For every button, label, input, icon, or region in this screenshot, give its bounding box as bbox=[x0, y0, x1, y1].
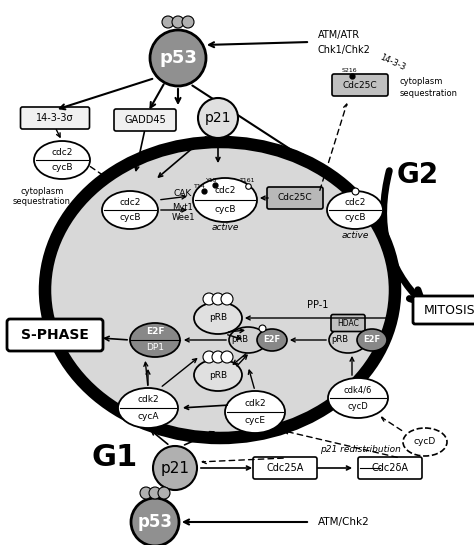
FancyBboxPatch shape bbox=[332, 74, 388, 96]
Circle shape bbox=[158, 487, 170, 499]
Text: S-PHASE: S-PHASE bbox=[21, 328, 89, 342]
Text: T14: T14 bbox=[194, 184, 206, 189]
Text: pRB: pRB bbox=[231, 336, 248, 344]
Ellipse shape bbox=[327, 191, 383, 229]
Text: cdc2: cdc2 bbox=[51, 148, 73, 156]
Ellipse shape bbox=[130, 323, 180, 357]
Circle shape bbox=[172, 16, 184, 28]
Circle shape bbox=[221, 351, 233, 363]
Text: G2: G2 bbox=[397, 161, 439, 189]
Text: GADD45: GADD45 bbox=[124, 115, 166, 125]
Ellipse shape bbox=[229, 327, 267, 353]
Text: ATM/Chk2: ATM/Chk2 bbox=[318, 517, 370, 527]
Text: S216: S216 bbox=[341, 68, 357, 72]
Text: sequestration: sequestration bbox=[400, 89, 458, 99]
Text: pRB: pRB bbox=[331, 336, 348, 344]
FancyBboxPatch shape bbox=[331, 314, 365, 331]
Text: cdk2: cdk2 bbox=[244, 399, 266, 408]
Text: 14-3-3σ: 14-3-3σ bbox=[36, 113, 74, 123]
Text: DP1: DP1 bbox=[146, 343, 164, 353]
Text: cycB: cycB bbox=[214, 205, 236, 214]
Text: cdc2: cdc2 bbox=[344, 197, 365, 207]
Text: Chk1/Chk2: Chk1/Chk2 bbox=[318, 45, 371, 55]
Text: active: active bbox=[341, 232, 369, 240]
Circle shape bbox=[203, 351, 215, 363]
Circle shape bbox=[131, 498, 179, 545]
Text: cdc2: cdc2 bbox=[214, 186, 236, 195]
Text: cycD: cycD bbox=[347, 402, 368, 411]
FancyBboxPatch shape bbox=[20, 107, 90, 129]
FancyBboxPatch shape bbox=[413, 296, 474, 324]
Text: p21: p21 bbox=[161, 461, 190, 475]
Ellipse shape bbox=[194, 359, 242, 391]
Text: CAK: CAK bbox=[174, 189, 192, 197]
Text: cytoplasm: cytoplasm bbox=[400, 77, 443, 87]
Ellipse shape bbox=[403, 428, 447, 456]
Text: cycE: cycE bbox=[245, 416, 265, 425]
Text: pRB: pRB bbox=[209, 371, 227, 379]
Text: MITOSIS: MITOSIS bbox=[424, 304, 474, 317]
Text: active: active bbox=[211, 223, 239, 233]
Ellipse shape bbox=[225, 391, 285, 433]
Text: sequestration: sequestration bbox=[13, 197, 71, 207]
Ellipse shape bbox=[34, 141, 90, 179]
Circle shape bbox=[221, 293, 233, 305]
Text: 14-3-3: 14-3-3 bbox=[378, 52, 406, 72]
Circle shape bbox=[149, 487, 161, 499]
Text: cycB: cycB bbox=[119, 214, 141, 222]
Ellipse shape bbox=[357, 329, 387, 351]
Text: T161: T161 bbox=[240, 179, 256, 184]
Text: cycB: cycB bbox=[51, 164, 73, 172]
Text: p21 redistribution: p21 redistribution bbox=[319, 445, 401, 455]
Text: pRB: pRB bbox=[209, 313, 227, 323]
Text: cycB: cycB bbox=[344, 214, 366, 222]
Text: Cdc25C: Cdc25C bbox=[343, 81, 377, 89]
Circle shape bbox=[182, 16, 194, 28]
Circle shape bbox=[150, 30, 206, 86]
Text: Cdc25C: Cdc25C bbox=[278, 193, 312, 203]
Circle shape bbox=[153, 446, 197, 490]
Circle shape bbox=[212, 351, 224, 363]
Text: Cdc2δA: Cdc2δA bbox=[372, 463, 409, 473]
Text: p21: p21 bbox=[205, 111, 231, 125]
Ellipse shape bbox=[118, 388, 178, 428]
Text: cdc2: cdc2 bbox=[119, 197, 141, 207]
Text: E2F: E2F bbox=[264, 336, 281, 344]
Text: Wee1: Wee1 bbox=[171, 213, 195, 221]
Text: cytoplasm: cytoplasm bbox=[20, 187, 64, 197]
Text: p53: p53 bbox=[137, 513, 173, 531]
Circle shape bbox=[140, 487, 152, 499]
Text: p53: p53 bbox=[159, 49, 197, 67]
Text: Y15: Y15 bbox=[206, 179, 218, 184]
Circle shape bbox=[162, 16, 174, 28]
Ellipse shape bbox=[257, 329, 287, 351]
Text: cdk2: cdk2 bbox=[137, 395, 159, 404]
FancyBboxPatch shape bbox=[114, 109, 176, 131]
FancyBboxPatch shape bbox=[267, 187, 323, 209]
Text: PP-1: PP-1 bbox=[307, 300, 328, 310]
Circle shape bbox=[203, 293, 215, 305]
Text: G1: G1 bbox=[92, 444, 138, 473]
Ellipse shape bbox=[329, 327, 367, 353]
FancyBboxPatch shape bbox=[358, 457, 422, 479]
Text: ATM/ATR: ATM/ATR bbox=[318, 30, 360, 40]
Circle shape bbox=[198, 98, 238, 138]
FancyBboxPatch shape bbox=[7, 319, 103, 351]
Ellipse shape bbox=[194, 302, 242, 334]
Ellipse shape bbox=[102, 191, 158, 229]
Text: E2F: E2F bbox=[364, 336, 381, 344]
Ellipse shape bbox=[45, 142, 395, 438]
Text: Myt1: Myt1 bbox=[173, 203, 193, 213]
Text: E2F: E2F bbox=[146, 328, 164, 336]
Ellipse shape bbox=[193, 178, 257, 222]
Text: cdk4/6: cdk4/6 bbox=[344, 385, 372, 394]
Text: cycA: cycA bbox=[137, 412, 159, 421]
Text: Cdc25A: Cdc25A bbox=[266, 463, 304, 473]
Text: HDAC: HDAC bbox=[337, 318, 359, 328]
Text: cycD: cycD bbox=[414, 438, 436, 446]
Circle shape bbox=[212, 293, 224, 305]
Ellipse shape bbox=[328, 378, 388, 418]
FancyBboxPatch shape bbox=[253, 457, 317, 479]
